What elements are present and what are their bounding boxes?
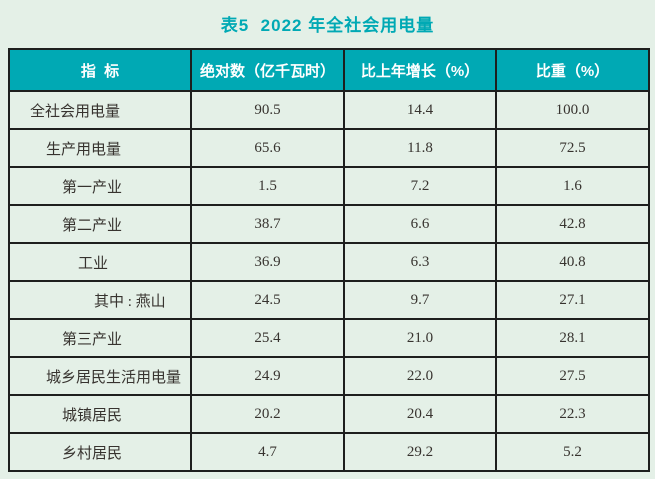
table-row: 第二产业 38.7 6.6 42.8	[8, 204, 650, 244]
value-cell: 7.2	[343, 166, 497, 206]
col-header-growth: 比上年增长（%）	[343, 48, 497, 92]
value-cell: 21.0	[343, 318, 497, 358]
value-cell: 29.2	[343, 432, 497, 472]
page-title: 表5 2022 年全社会用电量	[220, 16, 435, 35]
indicator-cell: 工业	[8, 242, 192, 282]
table-row: 乡村居民 4.7 29.2 5.2	[8, 432, 650, 472]
value-cell: 27.5	[495, 356, 650, 396]
value-cell: 24.5	[190, 280, 345, 320]
table-row: 生产用电量 65.6 11.8 72.5	[8, 128, 650, 168]
value-cell: 22.3	[495, 394, 650, 434]
indicator-cell: 其中 : 燕山	[8, 280, 192, 320]
value-cell: 27.1	[495, 280, 650, 320]
value-cell: 4.7	[190, 432, 345, 472]
value-cell: 14.4	[343, 90, 497, 130]
col-header-indicator: 指 标	[8, 48, 192, 92]
value-cell: 24.9	[190, 356, 345, 396]
value-cell: 6.6	[343, 204, 497, 244]
indicator-cell: 城镇居民	[8, 394, 192, 434]
value-cell: 5.2	[495, 432, 650, 472]
value-cell: 11.8	[343, 128, 497, 168]
value-cell: 22.0	[343, 356, 497, 396]
value-cell: 20.2	[190, 394, 345, 434]
value-cell: 20.4	[343, 394, 497, 434]
table-row: 工业 36.9 6.3 40.8	[8, 242, 650, 282]
indicator-cell: 第二产业	[8, 204, 192, 244]
indicator-cell: 第三产业	[8, 318, 192, 358]
value-cell: 36.9	[190, 242, 345, 282]
value-cell: 25.4	[190, 318, 345, 358]
value-cell: 9.7	[343, 280, 497, 320]
electricity-consumption-table: 指 标 绝对数（亿千瓦时） 比上年增长（%） 比重（%） 全社会用电量 90.5 1…	[8, 48, 650, 472]
indicator-cell: 乡村居民	[8, 432, 192, 472]
indicator-cell: 生产用电量	[8, 128, 192, 168]
table-row: 全社会用电量 90.5 14.4 100.0	[8, 90, 650, 130]
value-cell: 90.5	[190, 90, 345, 130]
value-cell: 6.3	[343, 242, 497, 282]
table-row: 城乡居民生活用电量 24.9 22.0 27.5	[8, 356, 650, 396]
value-cell: 1.6	[495, 166, 650, 206]
col-header-absolute: 绝对数（亿千瓦时）	[190, 48, 345, 92]
indicator-cell: 城乡居民生活用电量	[8, 356, 192, 396]
indicator-cell: 全社会用电量	[8, 90, 192, 130]
value-cell: 72.5	[495, 128, 650, 168]
col-header-share: 比重（%）	[495, 48, 650, 92]
table-row: 其中 : 燕山 24.5 9.7 27.1	[8, 280, 650, 320]
value-cell: 1.5	[190, 166, 345, 206]
value-cell: 65.6	[190, 128, 345, 168]
header-row: 指 标 绝对数（亿千瓦时） 比上年增长（%） 比重（%）	[8, 48, 650, 92]
value-cell: 38.7	[190, 204, 345, 244]
table-row: 第三产业 25.4 21.0 28.1	[8, 318, 650, 358]
indicator-cell: 第一产业	[8, 166, 192, 206]
value-cell: 28.1	[495, 318, 650, 358]
table-row: 第一产业 1.5 7.2 1.6	[8, 166, 650, 206]
value-cell: 40.8	[495, 242, 650, 282]
value-cell: 100.0	[495, 90, 650, 130]
table-body: 全社会用电量 90.5 14.4 100.0 生产用电量 65.6 11.8 72.5 第一产业…	[8, 90, 650, 472]
table-row: 城镇居民 20.2 20.4 22.3	[8, 394, 650, 434]
value-cell: 42.8	[495, 204, 650, 244]
